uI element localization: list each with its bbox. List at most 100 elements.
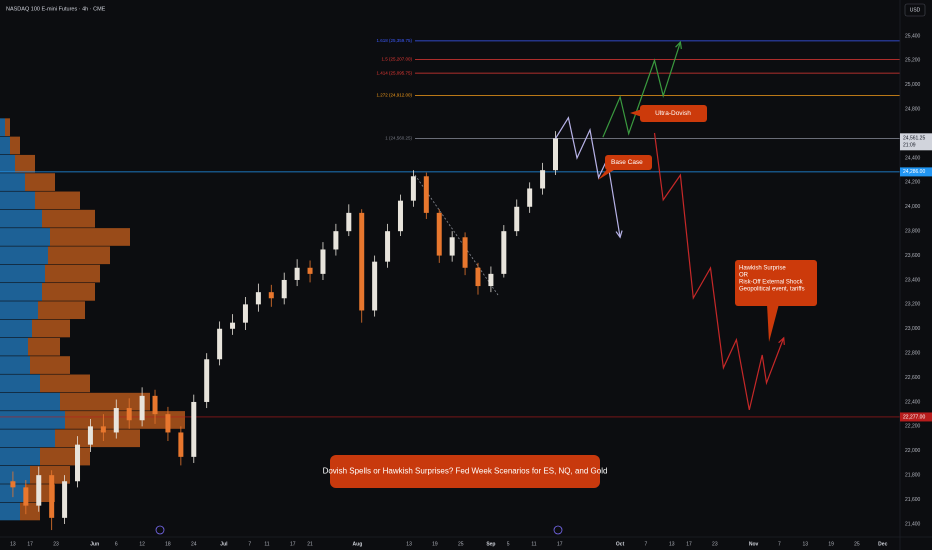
x-tick-label: 25 [854,541,860,547]
candle-body [230,322,236,329]
price-label-box [900,167,932,177]
profile-bar [15,154,35,173]
callout-text: Risk-Off External Shock [739,280,804,286]
profile-bar [5,118,10,137]
x-tick-label: 13 [406,541,412,547]
x-tick-label: 18 [165,541,171,547]
profile-bar [20,502,40,521]
callout-box [605,155,652,170]
x-tick-label: 17 [686,541,692,547]
profile-bar [0,118,5,137]
callout-pointer [630,109,642,117]
profile-bar [0,484,25,502]
candle-body [501,231,507,274]
y-tick-label: 24,800 [905,107,921,113]
x-tick-label: 19 [828,541,834,547]
profile-bar [0,228,50,246]
profile-bar [0,411,65,429]
banner-text: Dovish Spells or Hawkish Surprises? Fed … [323,467,608,476]
y-tick-label: 22,000 [905,448,921,454]
x-tick-label: 17 [27,541,33,547]
y-tick-label: 23,600 [905,253,921,259]
candle-body [462,237,468,268]
candle-body [294,267,300,280]
x-tick-label: Nov [749,541,759,547]
banner: Dovish Spells or Hawkish Surprises? Fed … [323,455,608,488]
candle-body [165,414,171,433]
y-tick-label: 21,600 [905,497,921,503]
callout-ultra-dovish: Ultra-Dovish [630,105,707,122]
profile-bar [0,392,60,411]
callout-base-case: Base Case [598,155,652,180]
candles [10,131,559,531]
candle-body [527,188,533,207]
x-tick-label: 6 [115,541,118,547]
level-label: 1 (24,560.25) [385,136,412,141]
y-tick-label: 25,400 [905,33,921,39]
candle-body [333,231,339,250]
y-tick-label: 23,200 [905,302,921,308]
profile-bar [35,191,80,210]
x-tick-label: Jun [90,541,99,547]
candle-body [152,395,158,415]
profile-bar [40,447,90,466]
candle-body [126,408,132,421]
profile-bar [38,301,85,320]
profile-bar [25,173,55,191]
x-tick-label: Jul [220,541,228,547]
y-tick-label: 23,400 [905,277,921,283]
arrow-head [778,336,785,345]
y-tick-label: 21,800 [905,472,921,478]
profile-bar [0,136,10,155]
candle-body [87,426,93,445]
last-price-box [900,133,932,151]
y-tick-label: 22,400 [905,399,921,405]
currency-button[interactable] [904,3,926,17]
event-icon[interactable] [155,525,165,535]
candle-body [307,267,313,274]
candle-body [553,138,559,171]
trend-line [414,174,499,296]
x-tick-label: 24 [191,541,197,547]
callout-box [735,260,817,306]
candle-body [204,359,210,402]
candle-body [423,176,429,213]
candle-body [36,475,42,506]
candle-body [217,328,223,360]
banner-box [330,455,600,488]
candle-body [10,481,16,488]
x-tick-label: Oct [616,541,625,547]
profile-bar [0,283,42,301]
candle-body [475,267,481,287]
candle-body [113,408,119,433]
candle-body [372,261,378,311]
profile-bar [0,374,40,393]
profile-bar [0,209,42,228]
event-icon[interactable] [553,525,563,535]
candle-body [242,304,248,323]
callout-box [640,105,707,122]
y-tick-label: 22,200 [905,424,921,430]
axes: 21,400 21,600 21,800 22,000 22,200 22,400 22,6… [10,33,932,547]
candle-body [385,231,391,262]
callout-text: Hawkish Surprise [739,266,786,272]
candle-body [191,401,197,457]
currency[interactable]: USD [910,7,921,13]
y-tick-label: 21,400 [905,521,921,527]
price-label: 22,277.00 [903,414,925,420]
profile-bar [0,301,38,320]
price-label: 24,286.00 [903,169,925,175]
profile-bar [60,392,150,411]
scenario-path [602,41,681,138]
y-tick-label: 22,600 [905,375,921,381]
profile-bar [45,264,100,283]
profile-bar [0,154,15,173]
price-label-box [900,412,932,422]
x-tick-label: 23 [712,541,718,547]
profile-bar [55,429,140,448]
y-tick-label: 24,000 [905,204,921,210]
chart-title: NASDAQ 100 E-mini Futures · 4h · CME [6,6,106,12]
x-tick-label: 17 [290,541,296,547]
